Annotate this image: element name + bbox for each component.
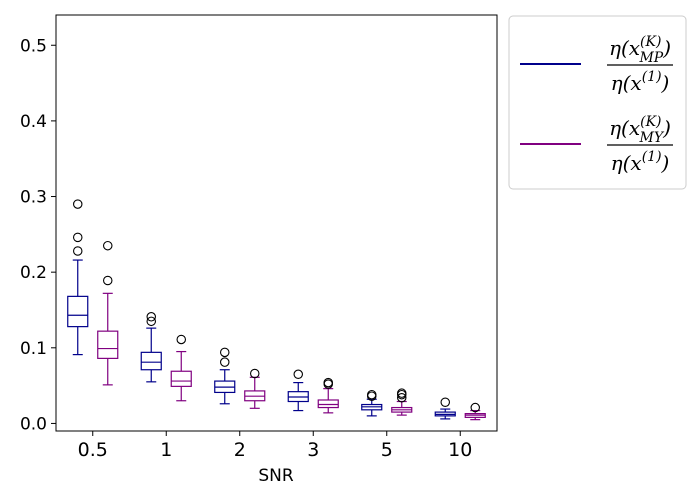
x-tick-label: 10 bbox=[448, 439, 472, 461]
box-body bbox=[97, 330, 119, 359]
axes: 0.0 0.1 0.2 0.3 0.4 0.5 0.5 1 2 3 5 10 bbox=[20, 14, 498, 461]
outlier-point bbox=[103, 275, 113, 286]
legend-numerator: η(x(K) MP) bbox=[609, 34, 671, 66]
plot-area bbox=[67, 199, 486, 421]
outlier-point bbox=[220, 357, 230, 367]
legend: η(x(K) MP) η(x(1)) η(x(K) MY) η(x(1)) bbox=[508, 15, 687, 190]
legend-denominator: η(x(1)) bbox=[611, 149, 670, 175]
outlier-point bbox=[470, 402, 480, 413]
box-body bbox=[140, 351, 162, 371]
outlier-point bbox=[103, 240, 113, 251]
x-tick-label: 0.5 bbox=[78, 439, 108, 461]
box-mp-5 bbox=[361, 389, 383, 417]
box-my-10 bbox=[464, 402, 486, 421]
y-tick-label: 0.4 bbox=[20, 112, 47, 132]
box-body bbox=[317, 399, 339, 409]
plot-frame bbox=[55, 14, 498, 432]
y-tick-label: 0.2 bbox=[20, 263, 47, 283]
x-tick-label: 1 bbox=[160, 439, 172, 461]
box-my-2 bbox=[244, 368, 266, 409]
outlier-point bbox=[396, 392, 407, 403]
outlier-point bbox=[250, 368, 260, 379]
outlier-point bbox=[323, 377, 333, 388]
outlier-point bbox=[73, 199, 83, 209]
y-tick-label: 0.1 bbox=[20, 339, 47, 359]
outlier-point bbox=[440, 397, 450, 408]
box-my-1 bbox=[170, 334, 192, 402]
outlier-point bbox=[220, 347, 230, 358]
outlier-point bbox=[73, 246, 83, 256]
box-body bbox=[170, 370, 192, 387]
x-tick-label: 5 bbox=[381, 439, 393, 461]
outlier-point bbox=[293, 369, 303, 380]
box-mp-10 bbox=[434, 397, 456, 420]
x-tick-label: 2 bbox=[234, 439, 246, 461]
y-tick-label: 0.0 bbox=[20, 414, 47, 434]
x-tick-label: 3 bbox=[307, 439, 319, 461]
outlier-point bbox=[146, 312, 157, 322]
outlier-point bbox=[176, 334, 187, 345]
legend-entry-my: η(x(K) MY) η(x(1)) bbox=[520, 114, 673, 175]
box-mp-3 bbox=[287, 369, 309, 412]
box-mp-1 bbox=[140, 312, 162, 383]
outlier-point bbox=[73, 232, 83, 243]
x-axis-title: SNR bbox=[258, 466, 294, 486]
box-mp-2 bbox=[214, 347, 236, 405]
y-tick-label: 0.5 bbox=[20, 36, 47, 56]
outlier-point bbox=[396, 388, 407, 398]
legend-entry-mp: η(x(K) MP) η(x(1)) bbox=[520, 34, 673, 95]
legend-denominator: η(x(1)) bbox=[611, 69, 670, 95]
box-body bbox=[67, 295, 89, 328]
box-mp-0.5 bbox=[67, 199, 89, 356]
outlier-point bbox=[146, 316, 157, 327]
y-tick-label: 0.3 bbox=[20, 188, 47, 208]
box-my-0.5 bbox=[97, 240, 119, 386]
legend-frame bbox=[508, 15, 687, 190]
outlier-point bbox=[366, 389, 377, 400]
box-my-3 bbox=[317, 377, 339, 414]
legend-numerator: η(x(K) MY) bbox=[609, 114, 671, 146]
box-my-5 bbox=[391, 388, 413, 416]
